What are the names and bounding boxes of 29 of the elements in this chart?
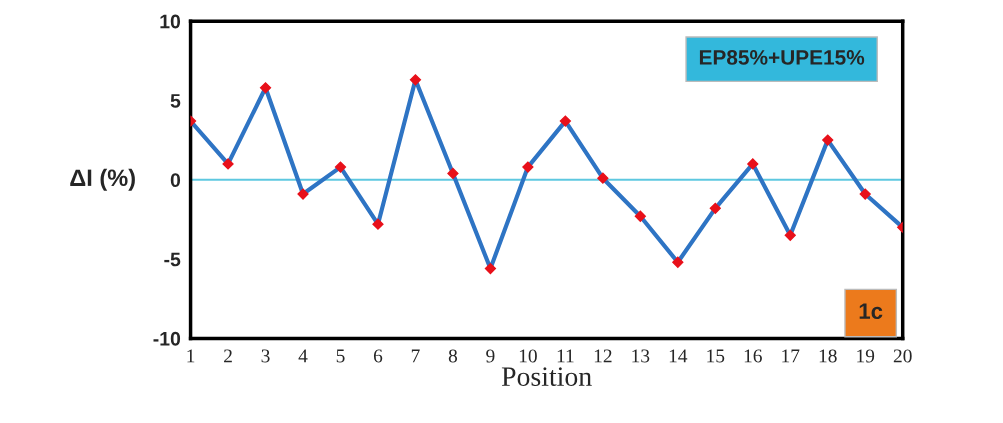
x-tick-label: 11 <box>557 349 574 363</box>
x-tick-label: 12 <box>594 349 612 363</box>
x-tick-label: 1 <box>187 349 195 363</box>
x-tick-label: 9 <box>486 349 495 363</box>
x-tick-label: 13 <box>632 349 650 363</box>
x-tick-label: 18 <box>819 349 837 363</box>
y-tick-label: 5 <box>170 94 181 108</box>
x-tick-label: 19 <box>857 349 875 363</box>
x-tick-label: 2 <box>224 349 232 363</box>
x-tick-label: 15 <box>707 349 725 363</box>
annotation: 1c <box>859 303 883 319</box>
x-tick-label: 6 <box>373 349 383 363</box>
x-tick-label: 14 <box>669 349 688 363</box>
y-tick-label: 10 <box>160 14 181 29</box>
x-tick-label: 10 <box>519 349 537 363</box>
annotation: EP85%+UPE15% <box>699 50 865 65</box>
x-tick-label: 3 <box>261 349 270 363</box>
x-tick-label: 4 <box>298 349 308 363</box>
x-tick-label: 7 <box>411 349 420 363</box>
x-tick-label: 17 <box>782 349 800 363</box>
x-tick-label: 8 <box>448 349 458 363</box>
x-tick-label: 16 <box>744 349 762 363</box>
y-tick-label: 0 <box>170 173 181 188</box>
x-tick-label: 20 <box>893 349 912 363</box>
x-tick-label: 5 <box>336 349 345 363</box>
y-tick-label: -10 <box>153 331 181 346</box>
y-axis-title: ΔI (%) <box>70 168 135 191</box>
y-tick-label: -5 <box>164 252 181 267</box>
x-axis-title: Position <box>501 367 592 386</box>
